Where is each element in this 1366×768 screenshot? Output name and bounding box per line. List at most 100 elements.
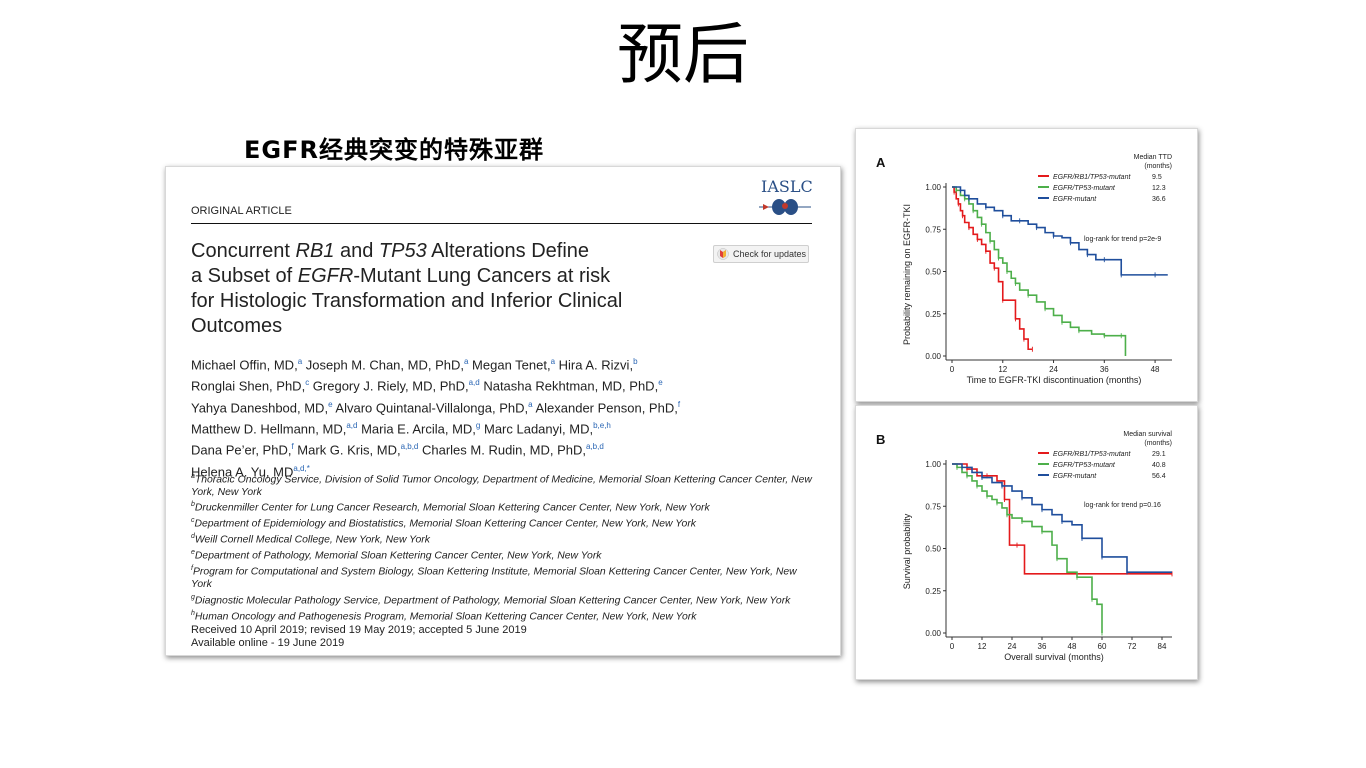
check-for-updates-button[interactable]: Check for updates <box>713 245 809 263</box>
title-part: Concurrent <box>191 240 296 262</box>
affiliation-item: gDiagnostic Molecular Pathology Service,… <box>191 592 816 608</box>
y-tick-label: 0.50 <box>925 268 941 277</box>
affiliation-sup: a <box>191 473 195 480</box>
title-part: RB1 <box>295 240 335 262</box>
affiliation-item: dWeill Cornell Medical College, New York… <box>191 531 816 547</box>
title-part: and <box>334 240 379 262</box>
y-tick-label: 0.75 <box>925 502 941 511</box>
author-line: Yahya Daneshbod, MD,e Alvaro Quintanal-V… <box>191 396 821 417</box>
author-list: Michael Offin, MD, a Joseph M. Chan, MD, … <box>191 353 821 481</box>
legend-title: Median TTD <box>1134 154 1172 161</box>
author-affiliation-sup: b <box>633 357 638 366</box>
paper-title: Concurrent RB1 and TP53 Alterations Defi… <box>191 239 711 339</box>
y-tick-label: 0.00 <box>925 352 941 361</box>
author-affiliation-sup: a <box>528 399 533 409</box>
x-tick-label: 0 <box>950 365 955 374</box>
affiliation-item: cDepartment of Epidemiology and Biostati… <box>191 515 816 531</box>
legend-title: (months) <box>1144 163 1172 170</box>
author-name: Maria E. Arcila, MD, <box>357 421 476 437</box>
author-affiliation-sup: a <box>550 357 556 366</box>
author-name: Gregory J. Riely, MD, PhD, <box>309 378 469 394</box>
title-part: -Mutant Lung Cancers at risk <box>353 265 611 287</box>
km-curve-egfr-tp53-mutant <box>952 463 1103 633</box>
x-tick-label: 84 <box>1158 642 1167 651</box>
x-tick-label: 48 <box>1068 642 1077 651</box>
author-affiliation-sup: a,d <box>468 378 480 388</box>
y-tick-label: 0.50 <box>925 545 941 554</box>
title-part: a Subset of <box>191 265 298 287</box>
publisher-logo-text: IASLC <box>761 177 813 196</box>
author-affiliation-sup: f <box>291 442 294 452</box>
affiliation-text: Department of Epidemiology and Biostatis… <box>194 518 697 530</box>
title-part: Outcomes <box>191 315 283 337</box>
panel-label: A <box>876 155 886 170</box>
affiliation-sup: h <box>191 609 195 617</box>
author-line: Dana Pe’er, PhD,f Mark G. Kris, MD,a,b,d… <box>191 438 821 459</box>
author-name: Alexander Penson, PhD, <box>532 399 678 415</box>
logrank-annotation: log-rank for trend p=0.16 <box>1084 502 1161 509</box>
legend-median: 29.1 <box>1152 451 1166 458</box>
x-tick-label: 12 <box>998 365 1007 374</box>
legend-title: (months) <box>1144 440 1172 447</box>
affiliation-text: Druckenmiller Center for Lung Cancer Res… <box>194 502 710 514</box>
title-part: for Histologic Transformation and Inferi… <box>191 290 623 312</box>
title-part: TP53 <box>378 240 427 262</box>
author-name: Joseph M. Chan, MD, PhD, <box>302 357 464 373</box>
affiliation-item: aThoracic Oncology Service, Division of … <box>191 471 816 499</box>
received-dates: Received 10 April 2019; revised 19 May 2… <box>191 624 527 636</box>
affiliation-text: Department of Pathology, Memorial Sloan … <box>194 550 602 562</box>
author-affiliation-sup: a,b,d <box>400 442 419 452</box>
logrank-annotation: log-rank for trend p=2e-9 <box>1084 236 1161 243</box>
affiliation-text: Thoracic Oncology Service, Division of S… <box>191 474 812 498</box>
author-name: Matthew D. Hellmann, MD, <box>191 421 347 437</box>
affiliation-sup: f <box>191 565 193 573</box>
author-affiliation-sup: f <box>677 399 681 409</box>
author-name: Charles M. Rudin, MD, PhD, <box>418 442 586 458</box>
author-affiliation-sup: b,e,h <box>593 420 611 430</box>
affiliation-item: bDruckenmiller Center for Lung Cancer Re… <box>191 499 816 515</box>
check-updates-label: Check for updates <box>733 249 807 259</box>
author-affiliation-sup: g <box>475 420 481 430</box>
author-affiliation-sup: a,b,d <box>585 442 604 452</box>
author-line: Michael Offin, MD, a Joseph M. Chan, MD, … <box>191 353 821 374</box>
affiliation-text: Weill Cornell Medical College, New York,… <box>194 534 430 546</box>
affiliation-text: Program for Computational and System Bio… <box>191 566 797 591</box>
y-axis-label: Survival probability <box>902 513 912 589</box>
legend-median: 40.8 <box>1152 462 1166 469</box>
affiliation-sup: e <box>191 549 195 557</box>
x-tick-label: 48 <box>1151 365 1160 374</box>
affiliation-sup: b <box>191 501 195 509</box>
available-online: Available online - 19 June 2019 <box>191 637 345 649</box>
legend-label: EGFR/TP53-mutant <box>1053 462 1116 469</box>
x-tick-label: 12 <box>978 642 987 651</box>
title-part: EGFR <box>297 265 354 287</box>
x-axis-label: Time to EGFR-TKI discontinuation (months… <box>967 375 1142 385</box>
km-panel-a: A 0.00 0.25 0.50 0.75 1.00 0 12 24 36 48 Time to EG… <box>855 128 1198 402</box>
y-tick-label: 1.00 <box>925 460 941 469</box>
slide-title: 预后 <box>617 16 749 93</box>
author-name: Michael Offin, MD, <box>191 357 298 373</box>
lung-logo-icon <box>759 199 811 215</box>
x-axis-label: Overall survival (months) <box>1004 652 1104 662</box>
author-name: Natasha Rekhtman, MD, PhD, <box>479 378 659 394</box>
author-name: Mark G. Kris, MD, <box>293 442 401 458</box>
legend-median: 56.4 <box>1152 473 1166 480</box>
x-tick-label: 36 <box>1038 642 1047 651</box>
affiliations: aThoracic Oncology Service, Division of … <box>191 471 816 624</box>
affiliation-item: hHuman Oncology and Pathogenesis Program… <box>191 608 816 624</box>
legend-median: 12.3 <box>1152 185 1166 192</box>
legend-median: 36.6 <box>1152 196 1166 203</box>
author-affiliation-sup: a,d,* <box>293 463 310 473</box>
x-tick-label: 36 <box>1100 365 1109 374</box>
author-affiliation-sup: e <box>328 399 333 409</box>
legend-label: EGFR/RB1/TP53-mutant <box>1053 451 1131 458</box>
legend-label: EGFR/RB1/TP53-mutant <box>1053 174 1131 181</box>
author-name: Ronglai Shen, PhD, <box>191 378 306 394</box>
affiliation-sup: c <box>191 517 195 525</box>
dates: Received 10 April 2019; revised 19 May 2… <box>191 624 527 650</box>
y-tick-label: 0.00 <box>925 629 941 638</box>
legend-median: 9.5 <box>1152 174 1162 181</box>
x-tick-label: 72 <box>1128 642 1137 651</box>
article-type: ORIGINAL ARTICLE <box>191 205 292 217</box>
km-panel-b: B 0.00 0.25 0.50 0.75 1.00 0 12 24 36 48 60 72 84 Over… <box>855 405 1198 680</box>
